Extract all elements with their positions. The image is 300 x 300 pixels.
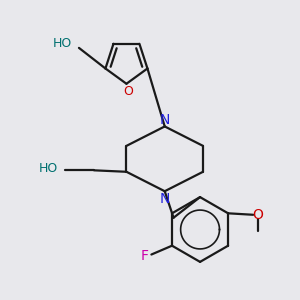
Text: F: F xyxy=(141,249,149,263)
Text: HO: HO xyxy=(53,37,72,50)
Text: O: O xyxy=(252,208,263,222)
Text: O: O xyxy=(123,85,133,98)
Text: N: N xyxy=(160,113,170,127)
Text: HO: HO xyxy=(39,162,58,175)
Text: N: N xyxy=(160,192,170,206)
